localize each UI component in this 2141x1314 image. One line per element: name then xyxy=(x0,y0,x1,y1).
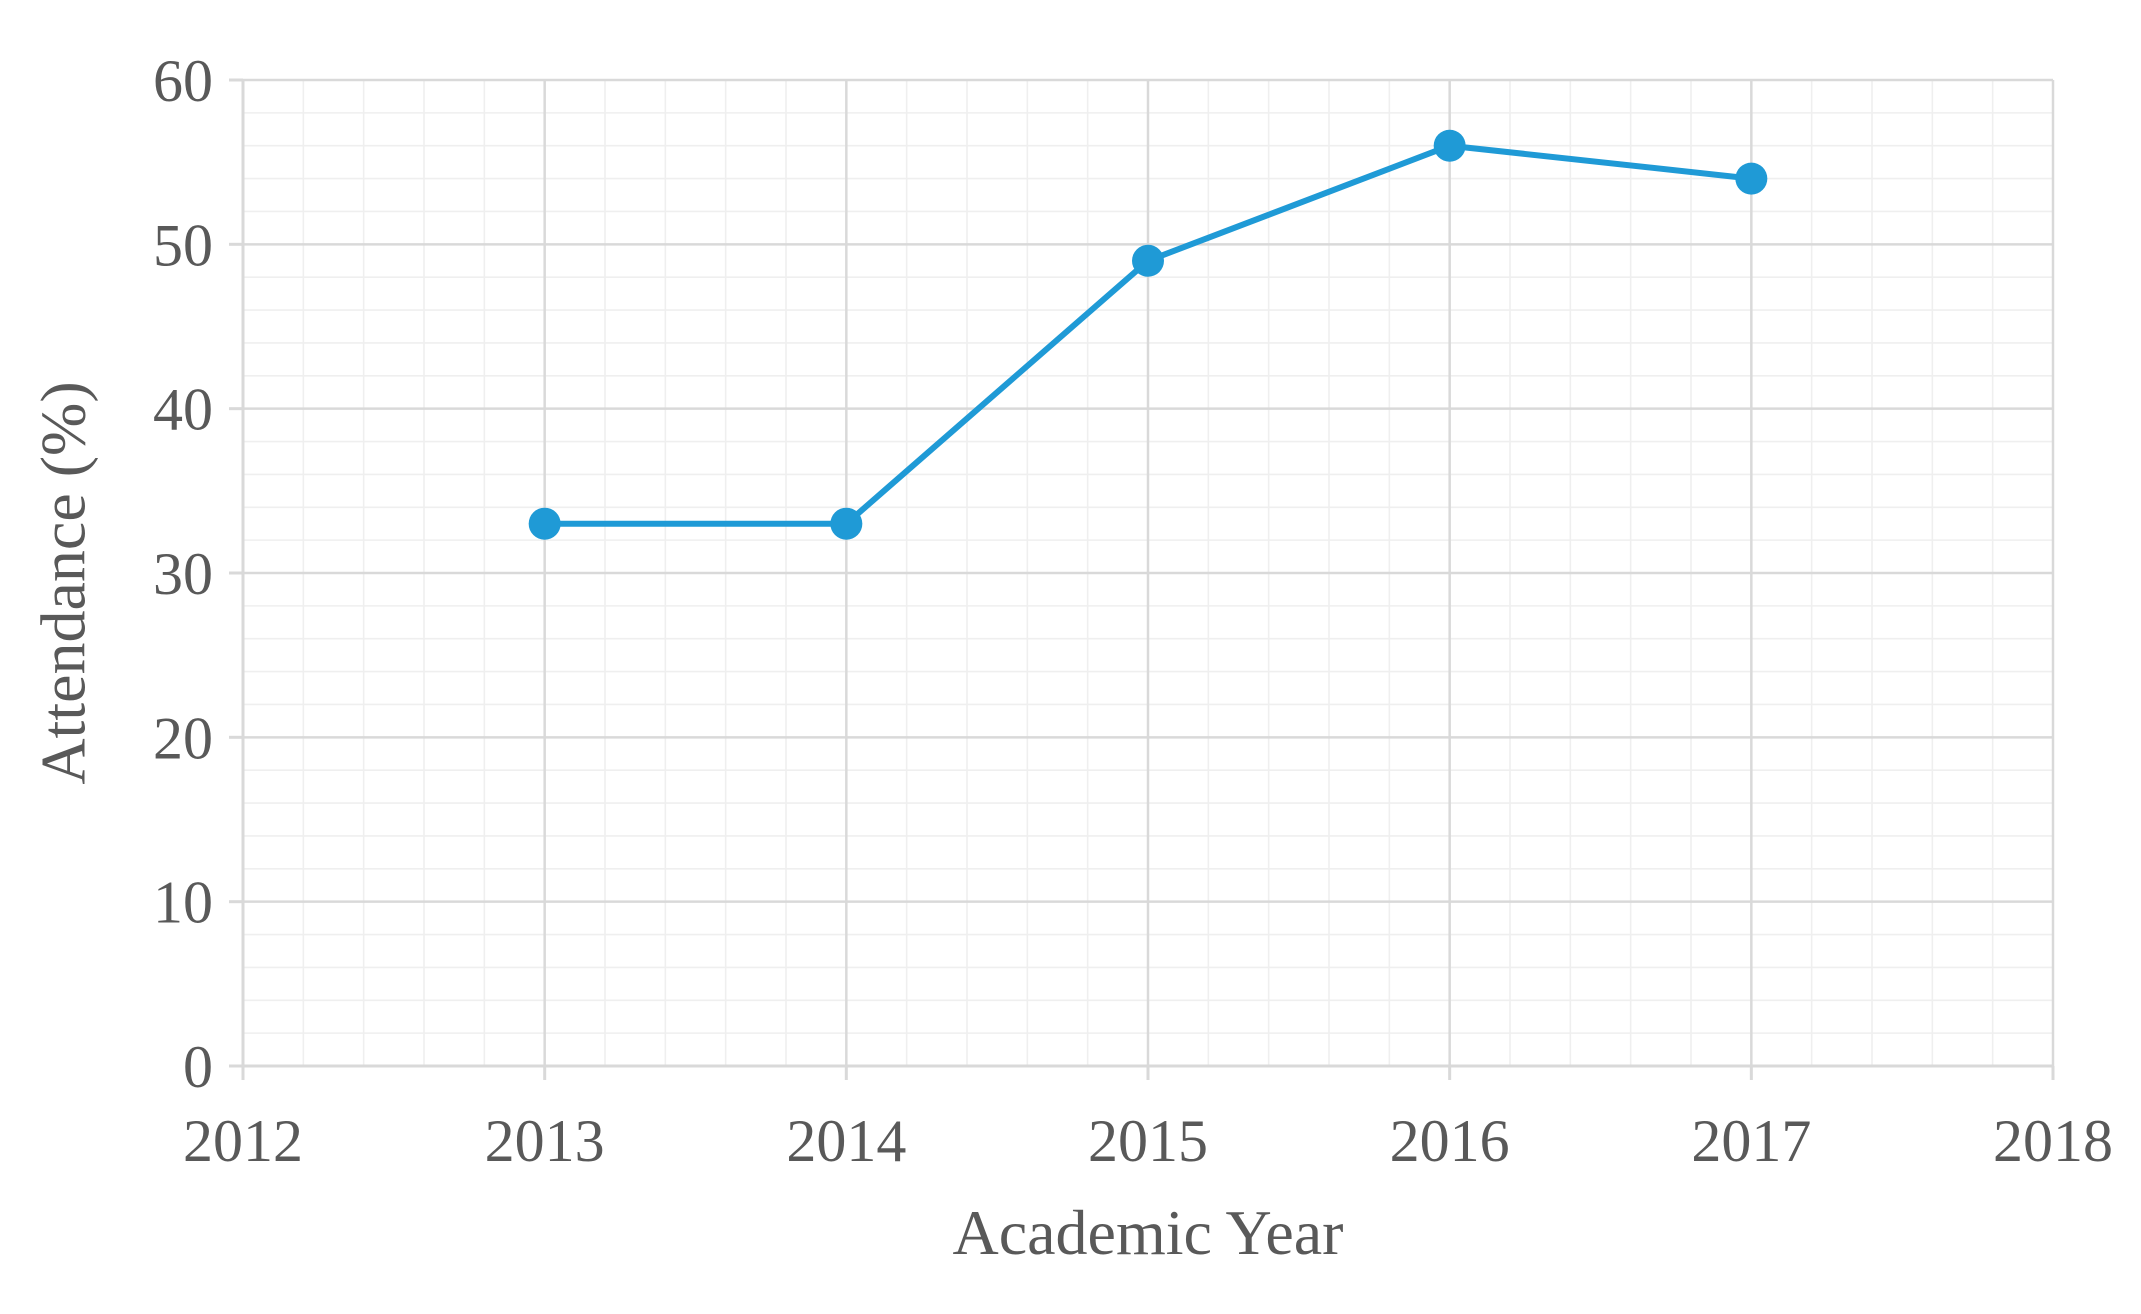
y-axis-tick-labels: 0 10 20 30 40 50 60 xyxy=(153,48,213,1100)
x-tick-label: 2013 xyxy=(485,1108,605,1174)
y-tick-label: 20 xyxy=(153,705,213,771)
data-point xyxy=(1433,129,1466,162)
data-point xyxy=(1132,244,1164,277)
y-tick-label: 10 xyxy=(153,870,213,936)
x-tick-label: 2018 xyxy=(1993,1108,2113,1174)
x-axis-title: Academic Year xyxy=(953,1197,1344,1268)
y-axis-title: Attendance (%) xyxy=(28,381,99,784)
x-tick-label: 2016 xyxy=(1390,1108,1510,1174)
y-tick-label: 50 xyxy=(153,212,213,278)
y-tick-label: 60 xyxy=(153,48,213,114)
y-tick-label: 30 xyxy=(153,541,213,607)
data-point xyxy=(528,507,561,540)
data-series xyxy=(528,129,1768,540)
axes xyxy=(229,78,2055,1080)
data-point xyxy=(1735,162,1768,195)
major-gridlines xyxy=(243,78,2055,1066)
x-tick-label: 2012 xyxy=(183,1108,303,1174)
y-tick-label: 40 xyxy=(153,377,213,443)
data-point xyxy=(830,507,863,540)
x-tick-label: 2015 xyxy=(1088,1108,1208,1174)
x-tick-label: 2014 xyxy=(786,1108,906,1174)
x-axis-tick-labels: 2012 2013 2014 2015 2016 2017 2018 xyxy=(183,1108,2113,1174)
x-tick-label: 2017 xyxy=(1691,1108,1811,1174)
y-tick-label: 0 xyxy=(183,1034,213,1100)
